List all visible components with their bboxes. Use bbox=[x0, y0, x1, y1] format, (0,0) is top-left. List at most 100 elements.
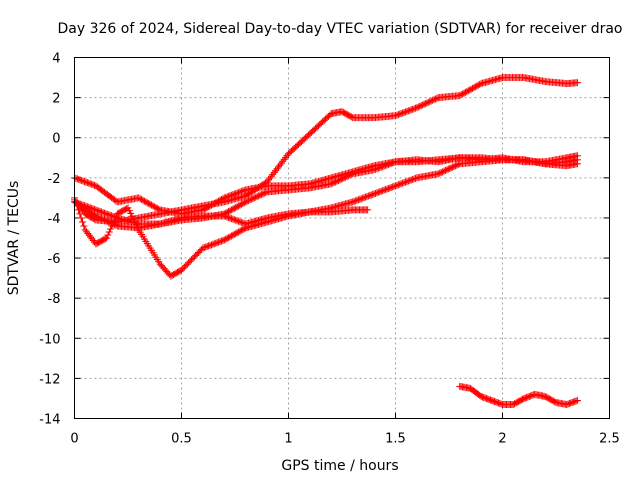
data-point bbox=[434, 170, 442, 178]
data-point bbox=[79, 218, 87, 226]
data-point bbox=[441, 166, 449, 174]
data-point bbox=[209, 240, 217, 248]
data-point bbox=[417, 102, 425, 110]
data-point bbox=[227, 215, 235, 223]
data-point bbox=[379, 163, 387, 171]
data-point bbox=[105, 218, 113, 226]
data-point bbox=[352, 197, 360, 205]
data-point bbox=[253, 193, 261, 201]
data-point bbox=[394, 111, 402, 119]
data-point bbox=[78, 177, 86, 185]
data-point bbox=[389, 183, 397, 191]
data-point bbox=[80, 222, 88, 230]
y-tick-label: -2 bbox=[48, 172, 61, 187]
data-point bbox=[363, 193, 371, 201]
data-point bbox=[77, 214, 85, 222]
data-point bbox=[140, 197, 148, 205]
data-point bbox=[443, 166, 451, 174]
data-point bbox=[450, 162, 458, 170]
data-point bbox=[469, 84, 477, 92]
chart-title: Day 326 of 2024, Sidereal Day-to-day VTE… bbox=[57, 21, 622, 37]
data-point bbox=[192, 251, 200, 259]
y-tick-label: 0 bbox=[52, 132, 60, 147]
data-point bbox=[373, 165, 381, 173]
data-point bbox=[467, 85, 475, 93]
data-point bbox=[235, 189, 243, 197]
data-point bbox=[145, 200, 153, 208]
data-point bbox=[454, 160, 462, 168]
data-point bbox=[207, 241, 215, 249]
data-point bbox=[259, 190, 267, 198]
data-point bbox=[384, 160, 392, 168]
data-point bbox=[93, 213, 101, 221]
y-axis-title: SDTVAR / TECUs bbox=[6, 181, 22, 296]
data-point bbox=[453, 161, 461, 169]
data-point bbox=[367, 191, 375, 199]
data-point bbox=[439, 168, 447, 176]
data-point bbox=[235, 202, 243, 210]
data-point bbox=[225, 214, 233, 222]
data-point bbox=[233, 203, 241, 211]
series-sat-d bbox=[71, 194, 372, 280]
data-point bbox=[82, 178, 90, 186]
data-point bbox=[329, 179, 337, 187]
data-point bbox=[110, 213, 118, 221]
data-point bbox=[142, 198, 150, 206]
data-point bbox=[344, 172, 352, 180]
data-point bbox=[106, 211, 114, 219]
data-point bbox=[372, 165, 380, 173]
data-point bbox=[199, 244, 207, 252]
data-point bbox=[573, 79, 581, 87]
data-point bbox=[383, 161, 391, 169]
data-point bbox=[217, 195, 225, 203]
data-point bbox=[396, 110, 404, 118]
data-point bbox=[235, 228, 243, 236]
data-point bbox=[209, 200, 217, 208]
data-point bbox=[95, 207, 103, 215]
data-point bbox=[185, 259, 193, 267]
data-point bbox=[222, 212, 230, 220]
data-point bbox=[215, 197, 223, 205]
data-point bbox=[419, 101, 427, 109]
data-point bbox=[372, 189, 380, 197]
data-point bbox=[81, 226, 89, 234]
data-point bbox=[236, 227, 244, 235]
data-point bbox=[229, 191, 237, 199]
data-point bbox=[409, 105, 417, 113]
data-point bbox=[240, 199, 248, 207]
data-point bbox=[406, 106, 414, 114]
data-point bbox=[404, 177, 412, 185]
data-point bbox=[229, 215, 237, 223]
data-point bbox=[399, 179, 407, 187]
data-point bbox=[411, 174, 419, 182]
data-point bbox=[407, 106, 415, 114]
data-point bbox=[333, 177, 341, 185]
y-tick-labels: 4 2 0 -2 -4 -6 -8 -10 -12 -14 bbox=[39, 52, 60, 428]
data-point bbox=[203, 204, 211, 212]
data-point bbox=[236, 218, 244, 226]
data-point bbox=[216, 238, 224, 246]
data-point bbox=[257, 191, 265, 199]
data-point bbox=[75, 200, 83, 208]
data-point bbox=[223, 234, 231, 242]
x-tick-label: 1.5 bbox=[385, 432, 406, 447]
data-point bbox=[420, 100, 428, 108]
data-point bbox=[473, 82, 481, 90]
data-point bbox=[357, 195, 365, 203]
data-point bbox=[401, 178, 409, 186]
data-point bbox=[93, 206, 101, 214]
data-point bbox=[200, 243, 208, 251]
data-point bbox=[210, 240, 218, 248]
data-point bbox=[179, 265, 187, 273]
data-point bbox=[190, 253, 198, 261]
data-point bbox=[86, 204, 94, 212]
data-point bbox=[382, 162, 390, 170]
data-point bbox=[112, 213, 120, 221]
data-point bbox=[376, 164, 384, 172]
data-point bbox=[96, 214, 104, 222]
data-point bbox=[230, 216, 238, 224]
data-point bbox=[83, 228, 91, 236]
data-point bbox=[232, 190, 240, 198]
data-point bbox=[87, 233, 95, 241]
